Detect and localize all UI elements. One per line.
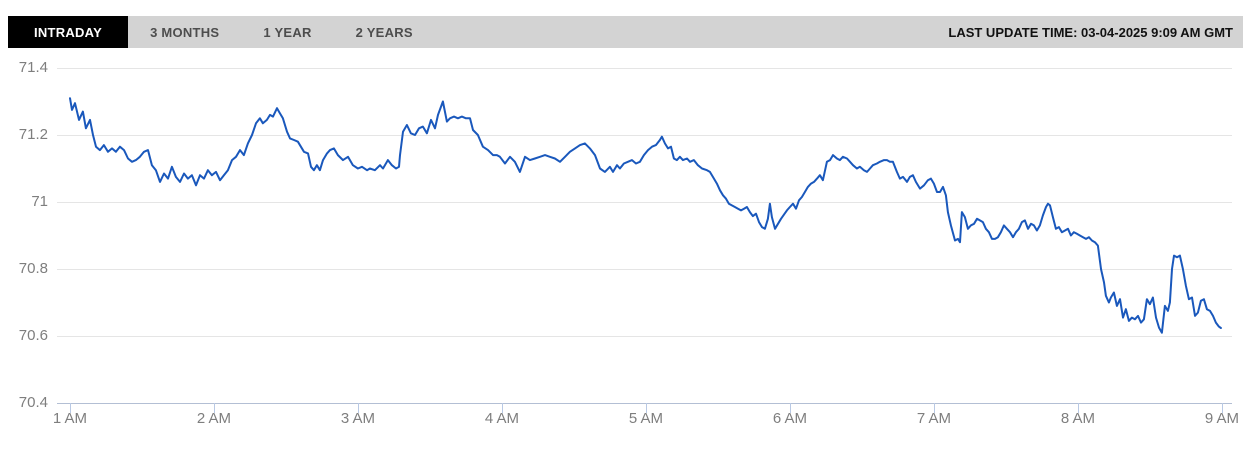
y-axis-label: 71.2 (18, 126, 48, 143)
y-axis-label: 71 (31, 193, 48, 210)
last-update-time: LAST UPDATE TIME: 03-04-2025 9:09 AM GMT (948, 24, 1233, 40)
x-axis-label: 8 AM (1060, 410, 1096, 427)
x-axis-label: 7 AM (916, 410, 952, 427)
x-axis-label: 5 AM (628, 410, 664, 427)
y-axis-label: 71.4 (18, 59, 48, 76)
tab-3-months[interactable]: 3 MONTHS (150, 24, 220, 40)
tab-2-years[interactable]: 2 YEARS (355, 24, 413, 40)
x-axis-label: 4 AM (484, 410, 520, 427)
y-axis-label: 70.6 (18, 327, 48, 344)
x-axis-label: 1 AM (52, 410, 88, 427)
x-axis-label: 2 AM (196, 410, 232, 427)
y-axis-label: 70.4 (18, 394, 48, 411)
x-axis-label: 9 AM (1204, 410, 1239, 427)
range-tab-bar: INTRADAY 3 MONTHS 1 YEAR 2 YEARS LAST UP… (8, 16, 1243, 48)
y-axis-label: 70.8 (18, 260, 48, 277)
tab-intraday[interactable]: INTRADAY (8, 16, 129, 48)
price-line (69, 97, 1222, 334)
tab-1-year[interactable]: 1 YEAR (263, 24, 312, 40)
x-axis-label: 6 AM (772, 410, 808, 427)
x-axis-label: 3 AM (340, 410, 376, 427)
